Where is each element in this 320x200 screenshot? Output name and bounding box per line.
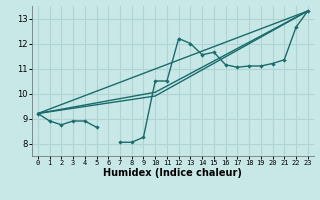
X-axis label: Humidex (Indice chaleur): Humidex (Indice chaleur) [103,168,242,178]
